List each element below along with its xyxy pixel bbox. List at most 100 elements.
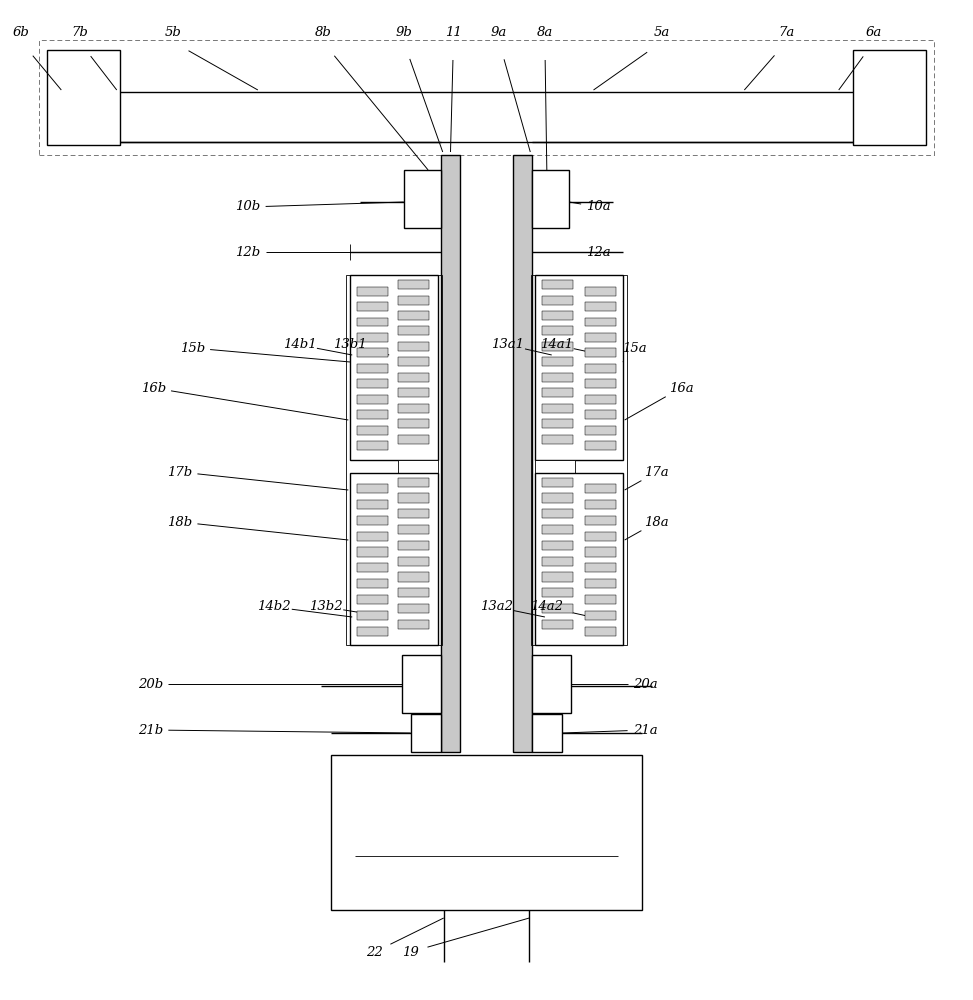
Text: 20b: 20b	[138, 678, 163, 690]
Text: 20a: 20a	[632, 678, 658, 690]
Bar	[585, 627, 616, 636]
Bar	[350, 275, 438, 460]
Bar	[441, 155, 460, 752]
Bar	[585, 516, 616, 525]
Bar	[585, 318, 616, 326]
Bar	[585, 379, 616, 388]
Bar	[542, 311, 573, 320]
Bar	[357, 426, 388, 435]
Bar	[399, 557, 429, 566]
Bar	[542, 419, 573, 428]
Bar	[532, 714, 562, 752]
Bar	[513, 155, 532, 752]
Text: 9b: 9b	[395, 25, 413, 38]
Text: 5a: 5a	[654, 25, 669, 38]
Text: 21b: 21b	[138, 724, 163, 736]
Bar	[357, 484, 388, 493]
Bar	[404, 170, 441, 228]
Bar	[399, 326, 429, 335]
Bar	[357, 333, 388, 342]
Bar	[331, 755, 642, 910]
Bar	[346, 275, 442, 645]
Bar	[357, 302, 388, 311]
Bar	[357, 563, 388, 572]
Text: 21a: 21a	[632, 724, 658, 736]
Bar	[585, 364, 616, 373]
Bar	[350, 473, 438, 645]
Bar	[357, 500, 388, 509]
Bar	[532, 655, 571, 713]
Bar	[531, 275, 627, 645]
Bar	[535, 460, 574, 473]
Bar	[399, 572, 429, 582]
Bar	[399, 525, 429, 534]
Bar	[357, 410, 388, 419]
Bar	[513, 755, 532, 910]
Bar	[399, 435, 429, 444]
Bar	[399, 509, 429, 518]
Text: 17b: 17b	[167, 466, 193, 479]
Bar	[399, 419, 429, 428]
Bar	[542, 357, 573, 366]
Bar	[535, 275, 623, 460]
Text: 11: 11	[445, 25, 462, 38]
Bar	[585, 348, 616, 357]
Bar	[853, 50, 926, 145]
Bar	[542, 296, 573, 305]
Text: 10a: 10a	[586, 200, 611, 214]
Bar	[585, 611, 616, 620]
Bar	[542, 326, 573, 335]
Bar	[399, 296, 429, 305]
Text: 15b: 15b	[180, 342, 205, 355]
Bar	[441, 755, 460, 910]
Text: 18a: 18a	[644, 516, 669, 528]
Bar	[357, 364, 388, 373]
Bar	[542, 373, 573, 382]
Bar	[535, 473, 623, 645]
Bar	[357, 441, 388, 450]
Bar	[399, 588, 429, 597]
Text: 6b: 6b	[13, 25, 30, 38]
Bar	[357, 318, 388, 326]
Bar	[399, 604, 429, 613]
Text: 7a: 7a	[778, 25, 794, 38]
Text: 17a: 17a	[644, 466, 669, 479]
Bar	[357, 595, 388, 604]
Bar	[585, 395, 616, 404]
Text: 14a2: 14a2	[530, 600, 563, 613]
Text: 18b: 18b	[167, 516, 193, 528]
Bar	[402, 655, 441, 713]
Bar	[585, 563, 616, 572]
Bar	[47, 50, 120, 145]
Bar	[399, 357, 429, 366]
Text: 8b: 8b	[314, 25, 332, 38]
Text: 13a2: 13a2	[480, 600, 513, 613]
Bar	[399, 460, 438, 473]
Bar	[532, 170, 569, 228]
Bar	[357, 627, 388, 636]
Text: 16b: 16b	[141, 381, 166, 394]
Bar	[585, 333, 616, 342]
Bar	[585, 579, 616, 588]
Bar	[357, 395, 388, 404]
Bar	[357, 579, 388, 588]
Text: 12b: 12b	[235, 245, 261, 258]
Bar	[399, 280, 429, 289]
Text: 14a1: 14a1	[540, 338, 573, 352]
Bar	[399, 373, 429, 382]
Bar	[39, 40, 934, 155]
Text: 14b1: 14b1	[283, 338, 316, 352]
Text: 22: 22	[366, 946, 383, 958]
Bar	[585, 441, 616, 450]
Text: 16a: 16a	[668, 381, 694, 394]
Bar	[542, 404, 573, 413]
Bar	[357, 611, 388, 620]
Bar	[542, 588, 573, 597]
Bar	[399, 541, 429, 550]
Bar	[542, 572, 573, 582]
Bar	[585, 426, 616, 435]
Text: 9a: 9a	[491, 25, 507, 38]
Bar	[585, 500, 616, 509]
Bar	[399, 388, 429, 397]
Bar	[542, 525, 573, 534]
